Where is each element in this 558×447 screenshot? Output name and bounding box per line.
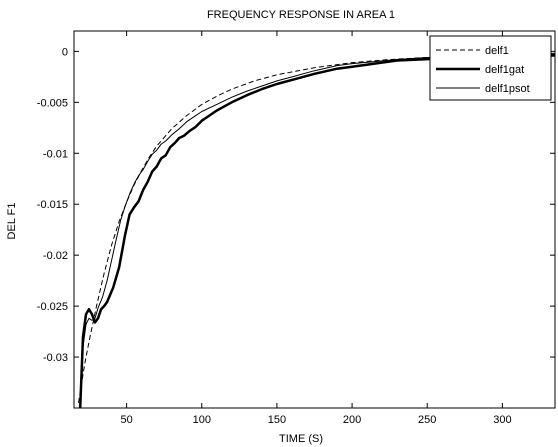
y-tick-label: -0.02 [43, 250, 68, 262]
chart-title: FREQUENCY RESPONSE IN AREA 1 [207, 9, 395, 21]
x-tick-label: 50 [120, 414, 132, 426]
y-tick-label: 0 [62, 46, 68, 58]
legend-label-delf1gat: delf1gat [485, 64, 524, 76]
y-tick-label: -0.015 [37, 199, 68, 211]
plot-area-frame [73, 30, 556, 409]
y-axis-label: DEL F1 [6, 203, 18, 240]
x-tick-label: 250 [418, 414, 436, 426]
y-tick-label: -0.025 [37, 301, 68, 313]
series-line-delf1psot [79, 53, 555, 403]
x-tick-label: 200 [343, 414, 361, 426]
legend-label-delf1psot: delf1psot [485, 83, 530, 95]
legend-label-delf1: delf1 [485, 45, 509, 57]
x-tick-label: 300 [493, 414, 511, 426]
series-layer [78, 52, 555, 408]
x-tick-label: 100 [193, 414, 211, 426]
y-tick-label: -0.005 [37, 97, 68, 109]
y-tick-label: -0.01 [43, 148, 68, 160]
x-tick-label: 150 [268, 414, 286, 426]
y-tick-label: -0.03 [43, 352, 68, 364]
legend: delf1 delf1gat delf1psot [429, 35, 552, 101]
series-line-delf1gat [78, 54, 555, 408]
tick-layer: 50 100 150 200 250 300 0 -0.005 -0.01 -0.015 -0.02… [37, 31, 555, 426]
x-axis-label: TIME (S) [279, 433, 323, 445]
